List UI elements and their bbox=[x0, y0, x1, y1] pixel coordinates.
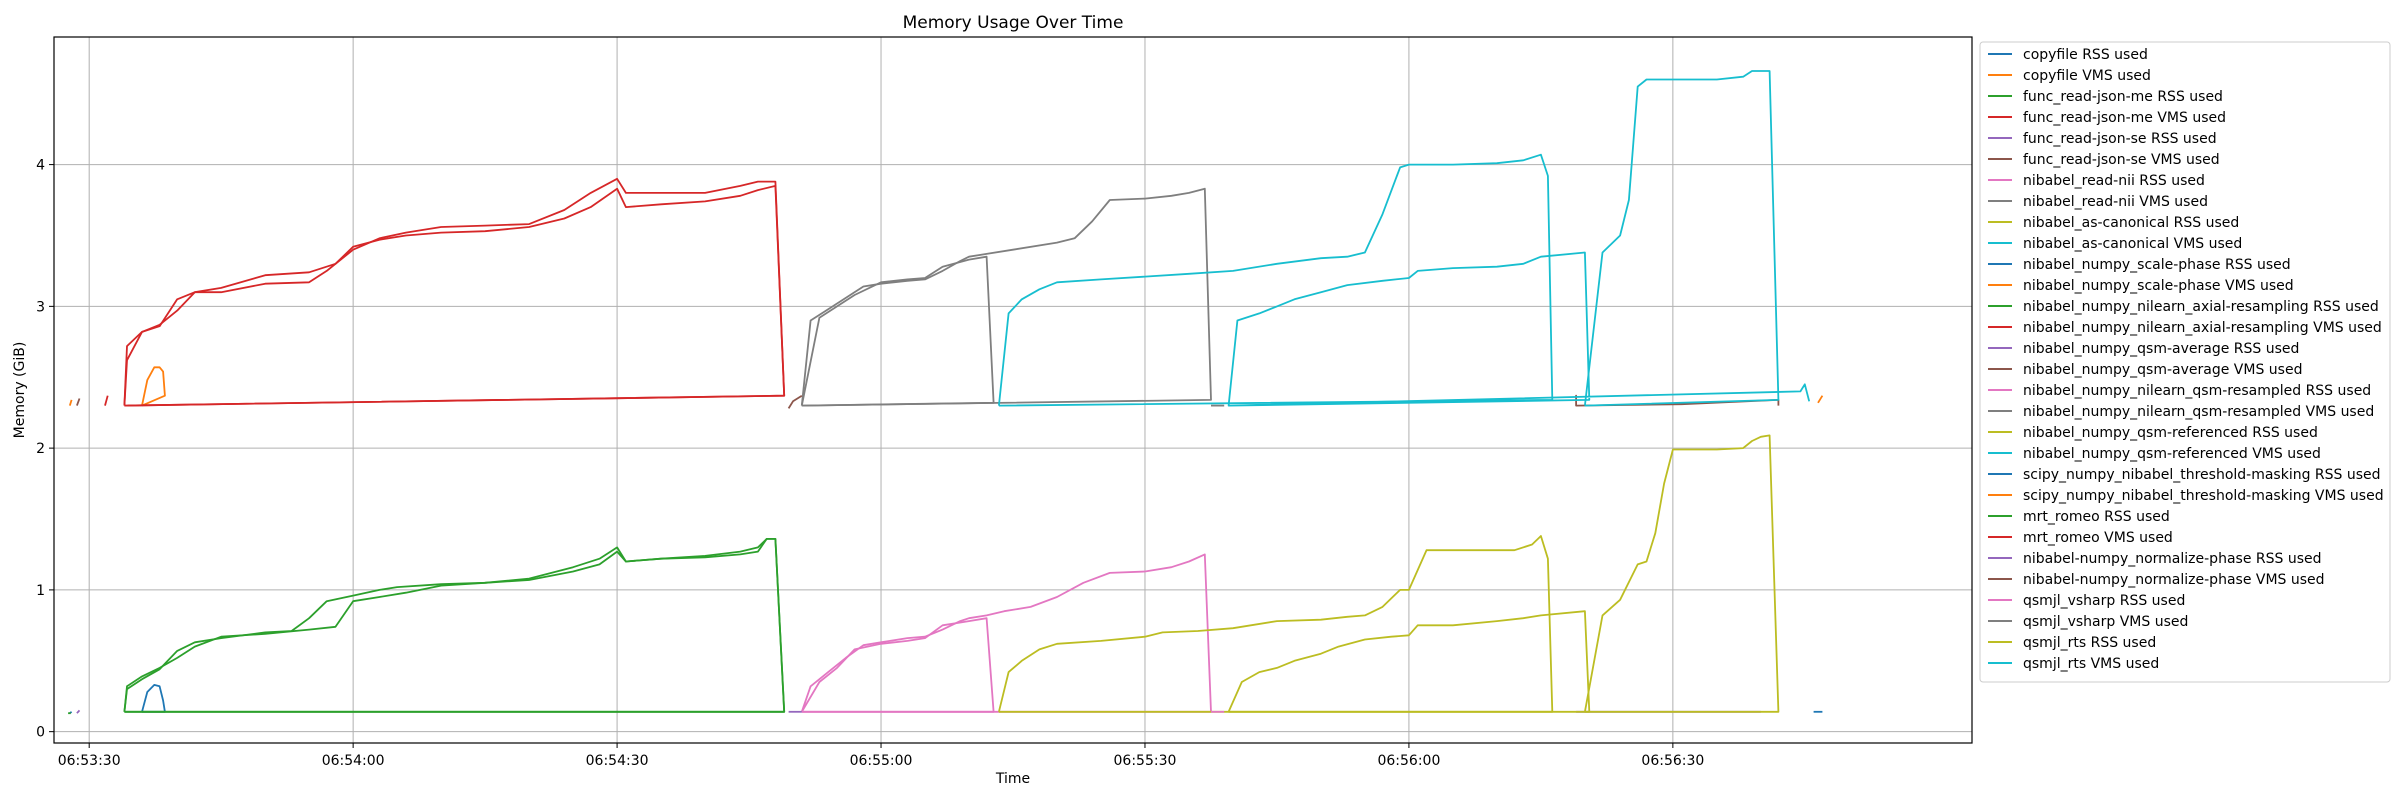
legend-label: nibabel_numpy_qsm-average RSS used bbox=[2023, 341, 2299, 357]
legend-label: nibabel_read-nii RSS used bbox=[2023, 173, 2205, 189]
legend-label: copyfile VMS used bbox=[2023, 68, 2151, 84]
legend-label: mrt_romeo RSS used bbox=[2023, 509, 2170, 525]
x-tick-label: 06:55:00 bbox=[850, 753, 913, 769]
legend-label: scipy_numpy_nibabel_threshold-masking RS… bbox=[2023, 467, 2381, 483]
series-line-1 bbox=[141, 366, 166, 407]
legend-label: qsmjl_rts RSS used bbox=[2023, 635, 2156, 651]
legend-label: func_read-json-me VMS used bbox=[2023, 110, 2226, 126]
legend-label: nibabel_numpy_scale-phase VMS used bbox=[2023, 278, 2294, 294]
legend-label: nibabel_numpy_scale-phase RSS used bbox=[2023, 257, 2291, 273]
legend-label: copyfile RSS used bbox=[2023, 47, 2148, 63]
y-tick-label: 1 bbox=[36, 583, 45, 599]
x-tick-label: 06:55:30 bbox=[1114, 753, 1177, 769]
series-line-9 bbox=[998, 153, 1554, 407]
legend-label: nibabel_numpy_nilearn_axial-resampling R… bbox=[2023, 299, 2379, 315]
legend-label: nibabel_numpy_qsm-average VMS used bbox=[2023, 362, 2302, 378]
series-line-25 bbox=[787, 394, 803, 409]
legend: copyfile RSS used copyfile VMS used func_r… bbox=[1979, 41, 2391, 683]
grid-layer bbox=[54, 37, 1972, 743]
y-tick-label: 3 bbox=[36, 299, 45, 315]
series-line-16 bbox=[801, 617, 995, 713]
legend-label: qsmjl_vsharp VMS used bbox=[2023, 614, 2188, 630]
legend-label: mrt_romeo VMS used bbox=[2023, 530, 2173, 546]
series-line-3 bbox=[123, 177, 786, 407]
y-tick-label: 0 bbox=[36, 725, 45, 741]
series-line-17 bbox=[800, 255, 995, 407]
legend-label: scipy_numpy_nibabel_threshold-masking VM… bbox=[2023, 488, 2384, 504]
series-line-12 bbox=[123, 538, 786, 713]
series-layer bbox=[68, 70, 1824, 715]
series-line-19 bbox=[1584, 70, 1780, 407]
y-tick-label: 4 bbox=[36, 158, 45, 174]
series-line-5 bbox=[76, 398, 81, 406]
legend-label: nibabel_numpy_nilearn_qsm-resampled VMS … bbox=[2023, 404, 2374, 420]
series-line-4 bbox=[76, 709, 81, 714]
legend-label: func_read-json-se RSS used bbox=[2023, 131, 2217, 147]
series-line-7 bbox=[800, 187, 1212, 407]
series-line-2 bbox=[123, 538, 786, 713]
y-tick-label: 2 bbox=[36, 441, 45, 457]
legend-label: nibabel_as-canonical VMS used bbox=[2023, 236, 2242, 252]
legend-label: func_read-json-me RSS used bbox=[2023, 89, 2223, 105]
series-line-13 bbox=[123, 184, 786, 407]
x-tick-label: 06:53:30 bbox=[58, 753, 121, 769]
x-axis-label: Time bbox=[995, 771, 1030, 787]
legend-label: nibabel-numpy_normalize-phase RSS used bbox=[2023, 551, 2322, 567]
series-line-18 bbox=[1584, 434, 1780, 713]
series-line-11 bbox=[68, 399, 73, 406]
legend-label: nibabel_numpy_nilearn_axial-resampling V… bbox=[2023, 320, 2382, 336]
legend-label: nibabel-numpy_normalize-phase VMS used bbox=[2023, 572, 2325, 588]
x-tick-label: 06:54:30 bbox=[586, 753, 649, 769]
legend-box bbox=[1979, 41, 2391, 683]
series-line-29 bbox=[1227, 251, 1811, 407]
ticks-layer: 06:53:30 06:54:00 06:54:30 06:55:00 06:55:30… bbox=[36, 158, 1704, 769]
series-line-21 bbox=[1817, 395, 1824, 404]
y-axis-label: Memory (GiB) bbox=[12, 342, 28, 439]
legend-label: nibabel_read-nii VMS used bbox=[2023, 194, 2208, 210]
legend-label: func_read-json-se VMS used bbox=[2023, 152, 2220, 168]
legend-label: nibabel_numpy_qsm-referenced RSS used bbox=[2023, 425, 2318, 441]
series-line-8 bbox=[998, 535, 1554, 713]
x-tick-label: 06:56:30 bbox=[1641, 753, 1704, 769]
legend-label: qsmjl_vsharp RSS used bbox=[2023, 593, 2185, 609]
x-tick-label: 06:56:00 bbox=[1377, 753, 1440, 769]
legend-label: nibabel_as-canonical RSS used bbox=[2023, 215, 2239, 231]
chart-title: Memory Usage Over Time bbox=[903, 13, 1124, 33]
series-line-23 bbox=[104, 395, 109, 406]
series-line-28 bbox=[1227, 610, 1591, 713]
legend-label: nibabel_numpy_nilearn_qsm-resampled RSS … bbox=[2023, 383, 2371, 399]
plot-frame bbox=[53, 36, 1973, 744]
legend-label: nibabel_numpy_qsm-referenced VMS used bbox=[2023, 446, 2321, 462]
x-tick-label: 06:54:00 bbox=[322, 753, 385, 769]
legend-label: qsmjl_rts VMS used bbox=[2023, 656, 2159, 672]
